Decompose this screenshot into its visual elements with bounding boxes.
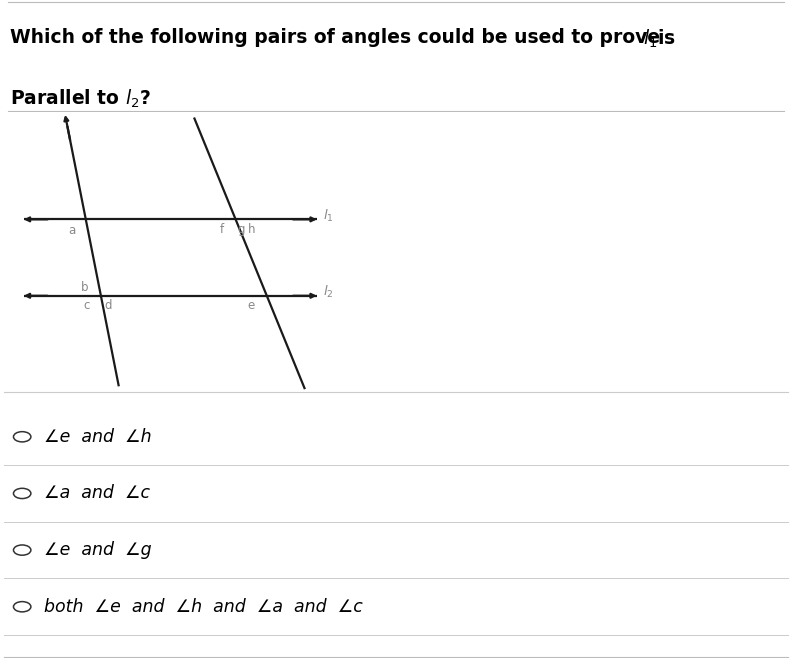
- Text: a: a: [68, 224, 75, 237]
- Text: ∠e  and  ∠g: ∠e and ∠g: [44, 541, 151, 559]
- Text: Which of the following pairs of angles could be used to prove: Which of the following pairs of angles c…: [10, 28, 666, 47]
- Text: $l_1$: $l_1$: [323, 208, 333, 224]
- Text: ∠a  and  ∠c: ∠a and ∠c: [44, 484, 150, 503]
- Text: b: b: [81, 282, 88, 294]
- Text: f: f: [219, 223, 224, 236]
- Text: $l_2$: $l_2$: [323, 284, 333, 301]
- Text: d: d: [105, 299, 112, 312]
- Text: $l_1$is: $l_1$is: [643, 28, 676, 50]
- Text: h: h: [247, 223, 255, 236]
- Text: Parallel to $l_2$?: Parallel to $l_2$?: [10, 88, 150, 109]
- Text: c: c: [83, 299, 89, 312]
- Text: g: g: [238, 223, 245, 236]
- Text: ∠e  and  ∠h: ∠e and ∠h: [44, 428, 151, 445]
- Text: e: e: [248, 299, 255, 312]
- Text: both  ∠e  and  ∠h  and  ∠a  and  ∠c: both ∠e and ∠h and ∠a and ∠c: [44, 597, 362, 616]
